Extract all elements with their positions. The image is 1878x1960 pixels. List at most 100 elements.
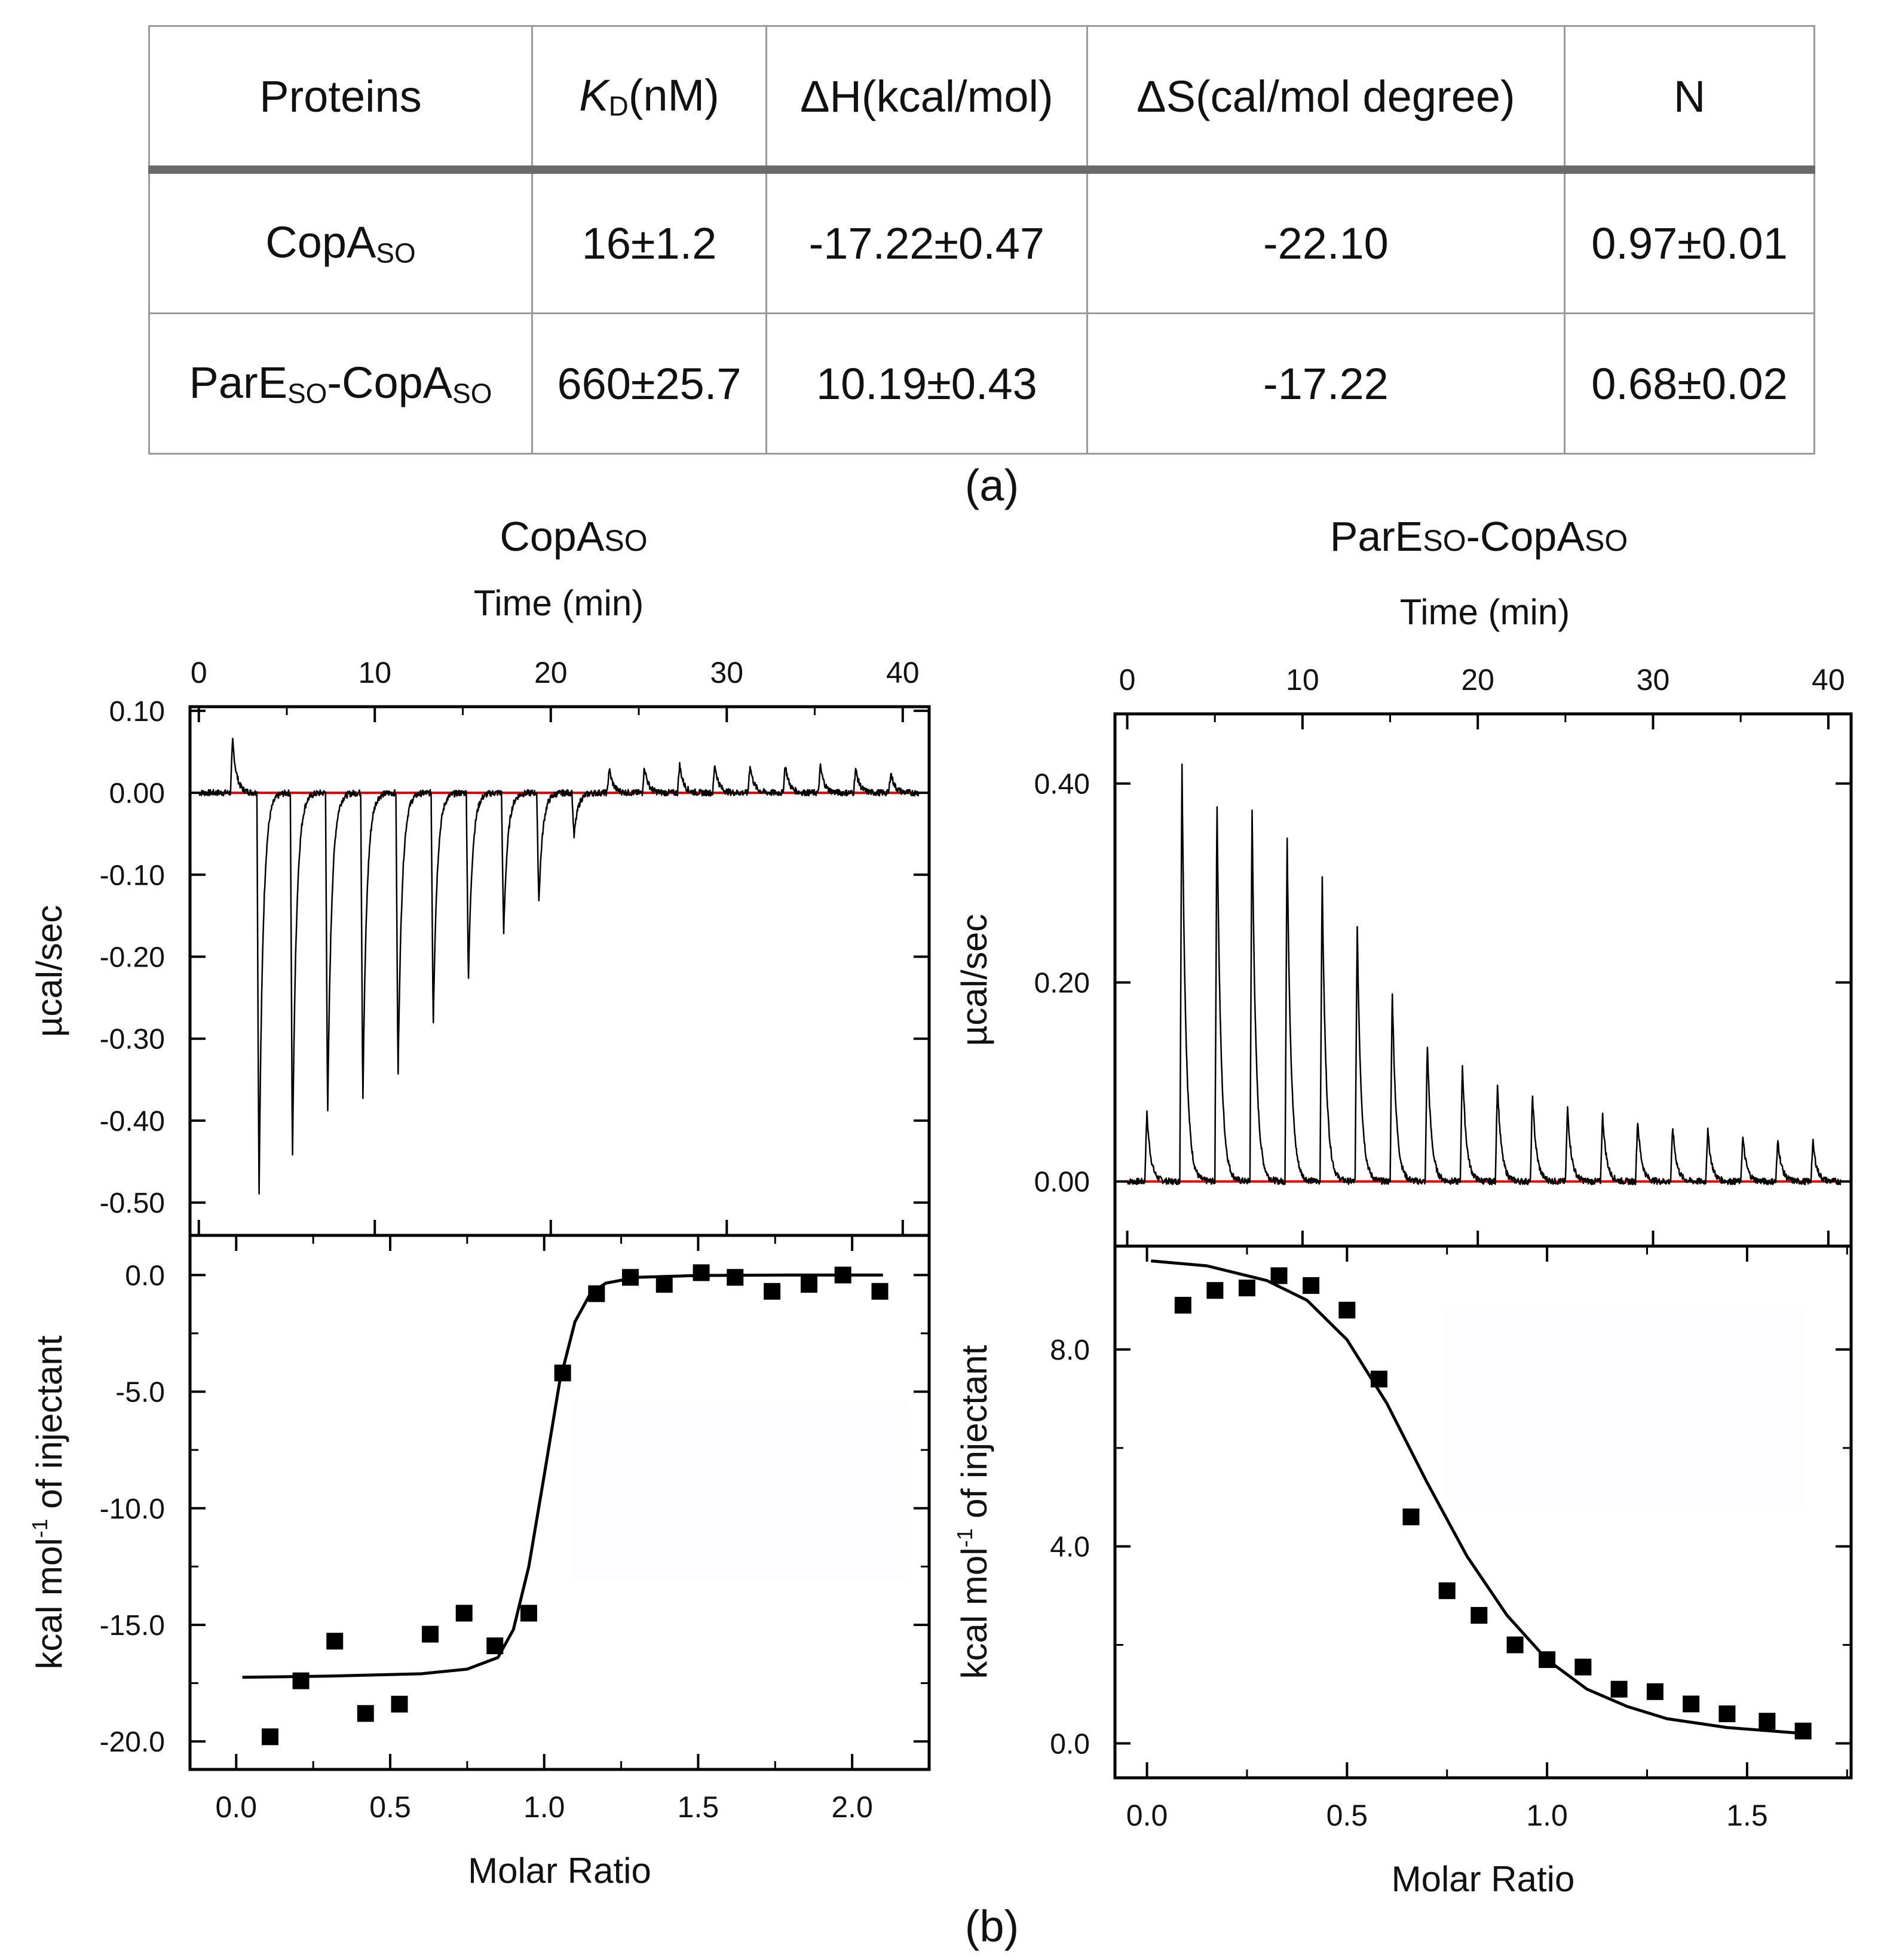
right-isotherm-data-point xyxy=(1646,1683,1663,1700)
right-thermogram-xtick-label: 20 xyxy=(1461,663,1494,697)
left-isotherm-frame xyxy=(188,1234,931,1771)
left-isotherm-data-point xyxy=(693,1264,710,1281)
right-thermogram-ytick-label: 0.40 xyxy=(1034,769,1090,800)
left-isotherm-ytick-label: -10.0 xyxy=(100,1493,165,1525)
right-isotherm-ylabel: kcal mol-1 of injectant xyxy=(952,1345,994,1679)
left-isotherm-data-point xyxy=(588,1285,605,1302)
row-protein: ParESO-CopASO xyxy=(148,312,533,455)
left-isotherm-data-point xyxy=(262,1728,279,1746)
itc-parameter-table: Proteins KD(nM) ΔH(kcal/mol) ΔS(cal/mol … xyxy=(148,25,1815,455)
right-isotherm-data-point xyxy=(1402,1508,1420,1526)
right-isotherm-xtick-label: 0.0 xyxy=(1126,1799,1168,1832)
right-isotherm-data-point xyxy=(1174,1296,1191,1314)
right-thermogram-xtick-label: 0 xyxy=(1119,663,1136,697)
row-n: 0.68±0.02 xyxy=(1564,312,1815,455)
left-isotherm-data-point xyxy=(292,1672,310,1689)
left-isotherm-data-point xyxy=(455,1605,473,1622)
left-isotherm-data-point xyxy=(520,1605,537,1622)
right-isotherm-data-point xyxy=(1610,1680,1628,1698)
left-thermogram-ytick-label: -0.20 xyxy=(100,941,165,973)
right-isotherm-data-point xyxy=(1683,1695,1700,1713)
header-delta-s: ΔS(cal/mol degree) xyxy=(1086,25,1566,174)
left-isotherm-xtick-label: 1.5 xyxy=(678,1790,719,1824)
right-isotherm-data-point xyxy=(1438,1582,1456,1599)
protein-subscript: SO xyxy=(376,237,416,269)
right-isotherm-xtick-label: 0.5 xyxy=(1326,1799,1368,1832)
row-n: 0.97±0.01 xyxy=(1564,168,1815,314)
left-thermogram-xtick-label: 30 xyxy=(710,656,743,689)
left-thermogram-ylabel: µcal/sec xyxy=(29,905,69,1037)
left-isotherm-data-point xyxy=(391,1695,408,1713)
left-isotherm-data-point xyxy=(655,1275,673,1293)
left-thermogram-ytick-label: 0.00 xyxy=(109,778,165,809)
right-isotherm-xtick-label: 1.0 xyxy=(1526,1799,1568,1832)
left-thermogram-ytick-label: -0.50 xyxy=(100,1188,165,1219)
right-time-axis-label: Time (min) xyxy=(1400,592,1570,632)
left-thermogram-xtick-label: 10 xyxy=(358,656,391,689)
left-isotherm-data-point xyxy=(727,1269,744,1286)
thermodynamics-table: Proteins KD(nM) ΔH(kcal/mol) ΔS(cal/mol … xyxy=(148,25,1815,455)
caption-a: (a) xyxy=(964,461,1019,510)
right-isotherm-data-point xyxy=(1718,1705,1736,1722)
table-row: ParESO-CopASO 660±25.7 10.19±0.43 -17.22… xyxy=(148,312,1815,455)
right-thermogram-ylabel: µcal/sec xyxy=(954,914,994,1046)
row-kd: 660±25.7 xyxy=(531,312,768,455)
right-thermogram-xtick-label: 40 xyxy=(1812,663,1845,697)
left-isotherm-data-point xyxy=(554,1364,571,1382)
left-blank-inset xyxy=(572,1401,907,1580)
left-isotherm-ytick-label: -20.0 xyxy=(100,1726,165,1758)
row-delta-h: 10.19±0.43 xyxy=(765,312,1088,455)
left-isotherm-ytick-label: 0.0 xyxy=(125,1260,165,1292)
header-kd-symbol: K xyxy=(579,70,609,121)
left-time-axis-label: Time (min) xyxy=(474,583,644,623)
right-thermogram-ytick-label: 0.20 xyxy=(1034,968,1090,999)
header-delta-h: ΔH(kcal/mol) xyxy=(765,25,1088,174)
right-isotherm-data-point xyxy=(1470,1607,1488,1624)
right-thermogram-trace xyxy=(1126,763,1842,1186)
table-row: CopASO 16±1.2 -17.22±0.47 -22.10 0.97±0.… xyxy=(148,168,1815,314)
right-isotherm-data-point xyxy=(1539,1651,1556,1668)
protein-name: CopA xyxy=(265,217,376,268)
right-isotherm-data-point xyxy=(1370,1370,1387,1388)
row-protein: CopASO xyxy=(148,168,533,314)
left-isotherm-data-point xyxy=(422,1625,439,1643)
left-isotherm-data-point xyxy=(486,1637,504,1655)
row-kd: 16±1.2 xyxy=(531,168,768,314)
left-isotherm-data-point xyxy=(800,1275,817,1293)
right-thermogram-xtick-label: 30 xyxy=(1637,663,1670,697)
right-panel-title: ParESO-CopASO xyxy=(1330,513,1628,560)
right-isotherm-xlabel: Molar Ratio xyxy=(1392,1859,1575,1899)
right-isotherm-data-point xyxy=(1303,1277,1320,1294)
row-delta-h: -17.22±0.47 xyxy=(765,168,1088,314)
protein-subscript: SO xyxy=(287,378,327,409)
header-kd-subscript: D xyxy=(608,90,629,122)
left-isotherm-data-point xyxy=(764,1283,781,1300)
left-panel-title: CopASO xyxy=(500,513,647,560)
right-thermogram-xtick-label: 10 xyxy=(1286,663,1319,697)
left-isotherm-xtick-label: 0.5 xyxy=(369,1790,411,1824)
header-kd-unit: (nM) xyxy=(628,70,719,121)
right-isotherm-xtick-label: 1.5 xyxy=(1726,1799,1768,1832)
left-isotherm-xtick-label: 2.0 xyxy=(831,1790,873,1824)
header-n: N xyxy=(1564,25,1815,174)
left-isotherm-xtick-label: 0.0 xyxy=(216,1790,258,1824)
left-isotherm-ylabel: kcal mol-1 of injectant xyxy=(27,1335,69,1669)
left-thermogram-ytick-label: -0.30 xyxy=(100,1024,165,1056)
left-thermogram-xtick-label: 0 xyxy=(191,656,207,689)
left-isotherm-data-point xyxy=(357,1705,374,1722)
right-thermogram-frame xyxy=(1113,712,1853,1248)
row-delta-s: -22.10 xyxy=(1086,168,1566,314)
right-isotherm-ytick-label: 8.0 xyxy=(1050,1335,1090,1366)
right-isotherm-data-point xyxy=(1206,1282,1224,1299)
header-proteins: Proteins xyxy=(148,25,533,174)
left-isotherm-data-point xyxy=(871,1283,889,1300)
protein-name: ParE xyxy=(189,358,288,408)
left-isotherm-ytick-label: -15.0 xyxy=(100,1610,165,1642)
left-isotherm-data-point xyxy=(834,1266,851,1284)
row-delta-s: -17.22 xyxy=(1086,312,1566,455)
right-isotherm-fit-curve xyxy=(1151,1259,1803,1735)
left-thermogram-xtick-label: 20 xyxy=(534,656,568,689)
left-thermogram-trace xyxy=(198,737,920,1195)
left-thermogram-ytick-label: -0.40 xyxy=(100,1106,165,1137)
